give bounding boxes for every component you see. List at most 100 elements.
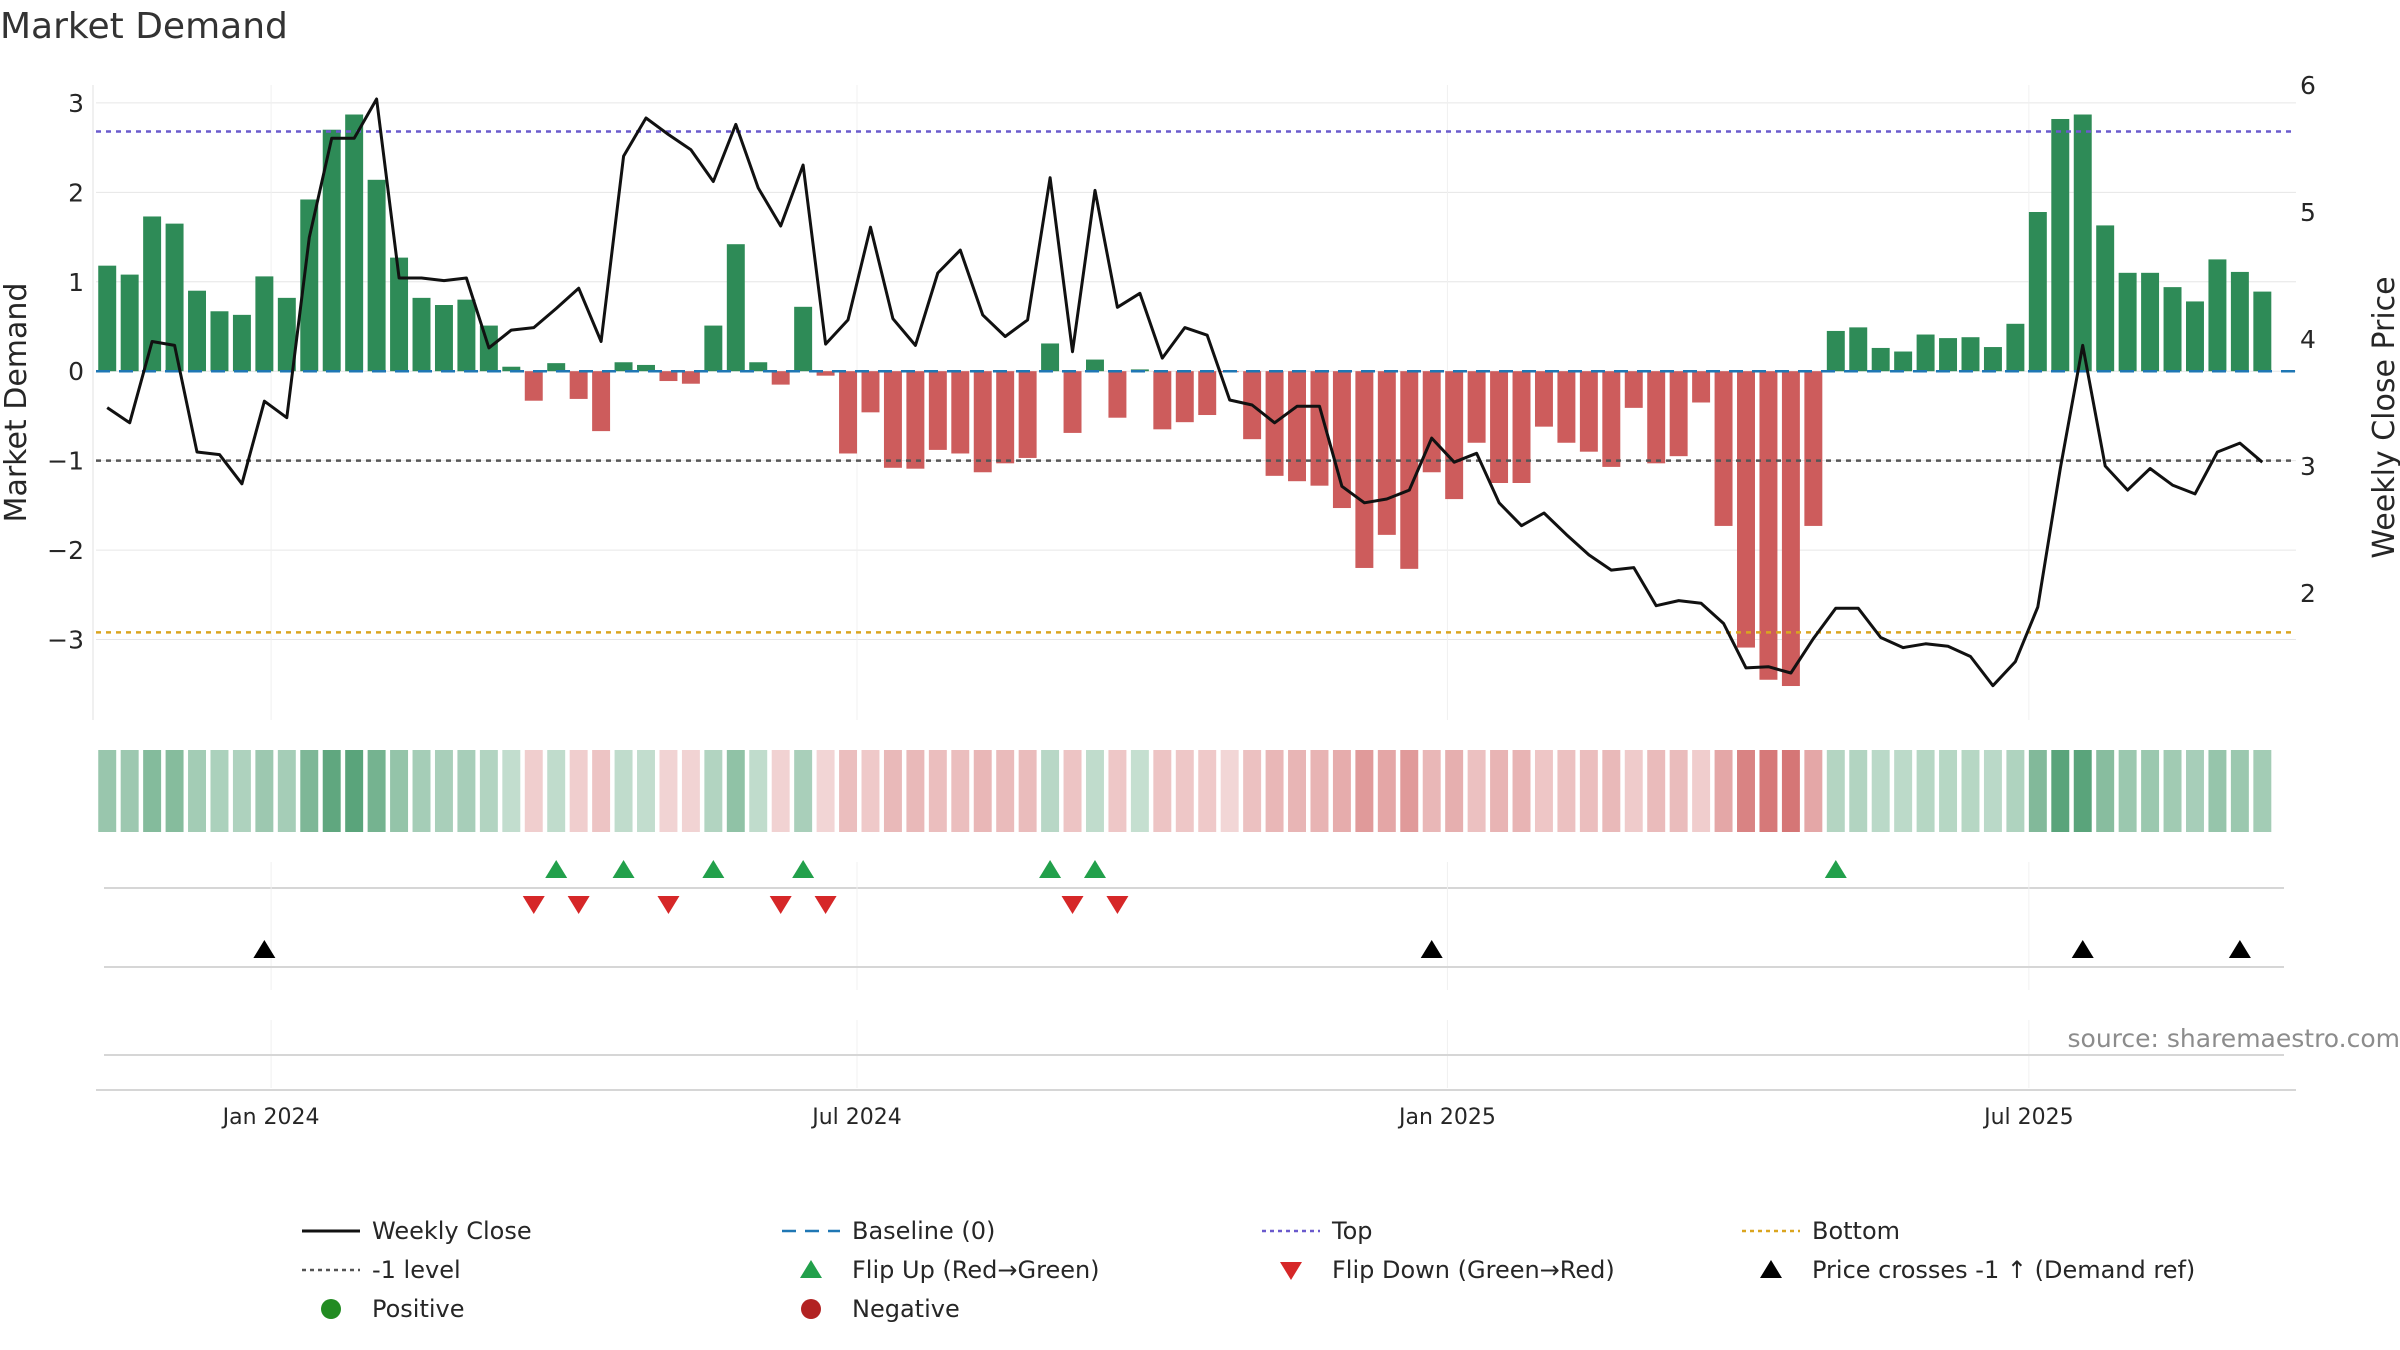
heat-cell — [883, 750, 902, 832]
heat-cell — [771, 750, 790, 832]
demand-bar — [1714, 371, 1733, 526]
heat-cell — [2028, 750, 2047, 832]
heat-cell — [1826, 750, 1845, 832]
y2-axis-label: Weekly Close Price — [2367, 276, 2400, 558]
demand-bar — [1804, 371, 1823, 526]
demand-bar — [1939, 338, 1958, 372]
demand-bar — [906, 371, 925, 469]
heat-cell — [906, 750, 925, 832]
heat-cell — [1557, 750, 1576, 832]
demand-bar — [255, 276, 274, 372]
y-tick-label: −3 — [47, 626, 84, 655]
legend-item-cross: Price crosses -1 ↑ (Demand ref) — [1740, 1254, 2250, 1286]
y2-tick-label: 4 — [2300, 325, 2316, 354]
demand-bar — [1198, 371, 1217, 416]
demand-bar — [1175, 371, 1194, 423]
demand-bar — [1534, 371, 1553, 427]
demand-bar — [367, 179, 386, 372]
heat-cell — [300, 750, 319, 832]
flip-down-marker — [657, 896, 680, 914]
heat-cell — [1041, 750, 1060, 832]
flip-up-marker — [612, 860, 635, 878]
demand-bar — [1108, 371, 1127, 418]
top-legend-swatch — [1262, 1229, 1320, 1233]
flip-down-marker — [1106, 896, 1129, 914]
reference-lines — [96, 130, 2296, 634]
demand-bar — [98, 265, 117, 372]
demand-bars — [98, 114, 2272, 687]
demand-bar — [1961, 337, 1980, 372]
flip-up-marker — [1083, 860, 1106, 878]
heat-cell — [1400, 750, 1419, 832]
demand-bar — [1041, 343, 1060, 372]
demand-bar — [614, 362, 633, 372]
demand-bar — [165, 223, 184, 372]
demand-bar — [502, 366, 521, 372]
demand-bar — [951, 371, 970, 454]
heat-cell — [322, 750, 341, 832]
heat-cell — [1692, 750, 1711, 832]
demand-bar — [2141, 272, 2160, 372]
heat-cell — [232, 750, 251, 832]
heat-cell — [839, 750, 858, 832]
level-legend-swatch — [302, 1268, 360, 1272]
heat-cell — [1512, 750, 1531, 832]
heat-cell — [120, 750, 139, 832]
heat-cell — [1086, 750, 1104, 832]
heat-cell — [1916, 750, 1935, 832]
heat-cell — [1579, 750, 1598, 832]
heat-cell — [1894, 750, 1913, 832]
demand-bar — [816, 371, 835, 376]
heat-cell — [951, 750, 970, 832]
demand-bar — [434, 305, 453, 372]
demand-bar — [2006, 323, 2025, 372]
demand-bar — [928, 371, 947, 450]
demand-bar — [345, 114, 364, 372]
demand-bar — [883, 371, 902, 468]
heat-cell — [367, 750, 386, 832]
heat-cell — [502, 750, 521, 832]
demand-bar — [188, 290, 206, 372]
swatch-triangle-up — [800, 1260, 822, 1278]
demand-bar — [232, 314, 251, 372]
cross-legend-swatch — [1760, 1260, 1782, 1278]
heat-cell — [1737, 750, 1755, 832]
swatch-triangle-down — [1280, 1262, 1302, 1280]
heat-cell — [1490, 750, 1509, 832]
grid-lines — [96, 85, 2296, 720]
demand-bar — [861, 371, 880, 413]
heat-cell — [165, 750, 184, 832]
heat-cell — [277, 750, 296, 832]
demand-bar — [1624, 371, 1643, 408]
demand-bar — [1602, 371, 1621, 467]
demand-bar — [457, 299, 476, 372]
heat-cell — [1018, 750, 1037, 832]
heat-cell — [928, 750, 947, 832]
heat-cell — [1130, 750, 1149, 832]
demand-bar — [2051, 118, 2070, 372]
demand-bar — [1400, 371, 1419, 569]
demand-heat-strip — [98, 750, 2272, 832]
legend-label: Negative — [852, 1295, 960, 1323]
price-cross-marker — [253, 940, 276, 958]
heat-cell — [210, 750, 229, 832]
heat-cell — [1153, 750, 1172, 832]
heat-cell — [726, 750, 745, 832]
demand-bar — [1692, 371, 1711, 403]
demand-bar — [390, 257, 409, 372]
heat-cell — [524, 750, 543, 832]
demand-bar — [726, 244, 745, 372]
demand-bar — [1849, 327, 1868, 372]
legend-label: Weekly Close — [372, 1217, 532, 1245]
heat-cell — [188, 750, 206, 832]
heat-cell — [1647, 750, 1666, 832]
legend-label: Positive — [372, 1295, 465, 1323]
source-note: source: sharemaestro.com — [2067, 1024, 2400, 1053]
demand-bar — [1018, 371, 1037, 458]
price-cross-marker — [2228, 940, 2251, 958]
demand-bar — [1445, 371, 1464, 500]
demand-bar — [1355, 371, 1374, 568]
heat-cell — [1602, 750, 1621, 832]
heat-cell — [1220, 750, 1239, 832]
y-tick-label: −1 — [47, 447, 84, 476]
